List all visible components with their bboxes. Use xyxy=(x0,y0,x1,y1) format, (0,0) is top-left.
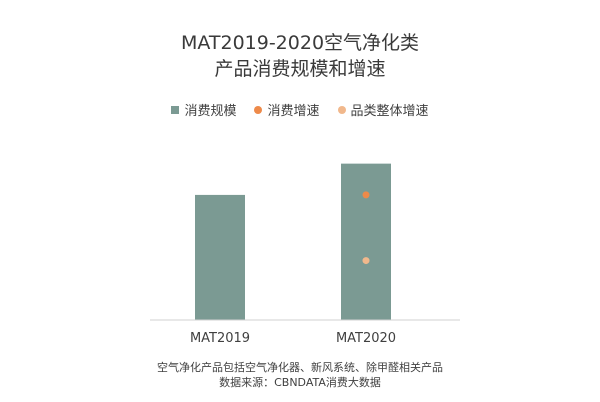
bar-mat2020 xyxy=(341,163,391,320)
footnote-line2: 数据来源：CBNDATA消费大数据 xyxy=(219,376,381,389)
x-tick-label-mat2019: MAT2019 xyxy=(190,331,250,346)
chart-title-line1: MAT2019-2020空气净化类 xyxy=(180,32,420,54)
footnote: 空气净化产品包括空气净化器、新风系统、除甲醛相关产品 数据来源：CBNDATA消… xyxy=(0,360,600,390)
point-1-mat2020 xyxy=(362,191,370,199)
bar-mat2019 xyxy=(195,194,245,320)
legend-label-category-growth: 品类整体增速 xyxy=(350,104,429,119)
legend: 消费规模 消费增速 品类整体增速 xyxy=(0,100,600,119)
chart-title: MAT2019-2020空气净化类 产品消费规模和增速 xyxy=(0,30,600,82)
legend-swatch-consumption-scale xyxy=(171,105,180,114)
chart-title-line2: 产品消费规模和增速 xyxy=(214,58,386,80)
footnote-line1: 空气净化产品包括空气净化器、新风系统、除甲醛相关产品 xyxy=(157,361,443,374)
legend-item-consumption-scale: 消费规模 xyxy=(171,100,236,119)
point-2-mat2020 xyxy=(362,257,370,265)
legend-item-category-growth: 品类整体增速 xyxy=(337,100,429,119)
x-tick-label-mat2020: MAT2020 xyxy=(336,331,396,346)
legend-label-consumption-scale: 消费规模 xyxy=(184,104,237,119)
legend-swatch-category-growth xyxy=(337,105,346,114)
legend-label-consumption-growth: 消费增速 xyxy=(267,104,320,119)
legend-swatch-consumption-growth xyxy=(254,105,263,114)
legend-item-consumption-growth: 消费增速 xyxy=(254,100,320,119)
